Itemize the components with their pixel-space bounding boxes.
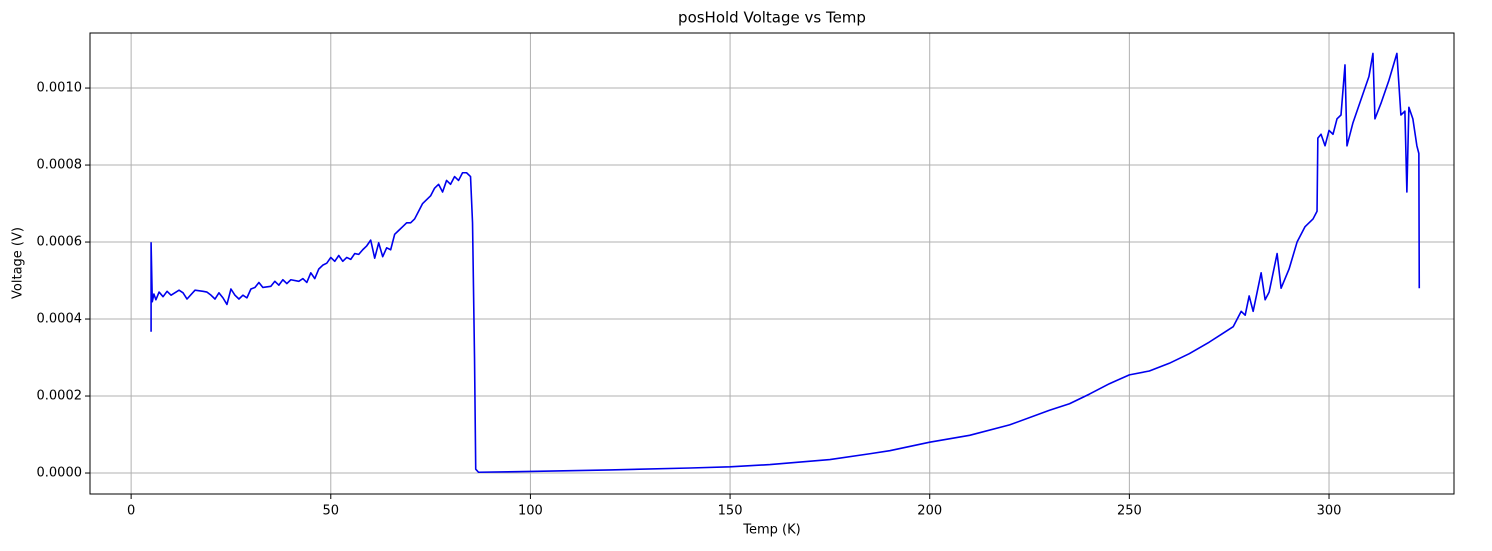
data-line (150, 52, 1421, 474)
y-tick-label: 0.0000 (37, 466, 83, 481)
x-tick-label: 300 (1317, 504, 1342, 519)
y-tick-label: 0.0006 (37, 235, 83, 250)
y-tick-label: 0.0004 (37, 312, 83, 327)
x-tick-label: 0 (127, 504, 135, 519)
y-axis-label: Voltage (V) (11, 227, 26, 299)
x-tick-label: 100 (518, 504, 543, 519)
y-tick-label: 0.0008 (37, 158, 83, 173)
x-tick-label: 50 (323, 504, 340, 519)
chart-title: posHold Voltage vs Temp (678, 9, 866, 27)
x-axis-label: Temp (K) (742, 523, 800, 538)
x-tick-label: 250 (1117, 504, 1142, 519)
plot-frame (89, 32, 1455, 495)
y-tick-label: 0.0010 (37, 81, 83, 96)
x-tick-label: 200 (917, 504, 942, 519)
y-tick-label: 0.0002 (37, 389, 83, 404)
x-tick-label: 150 (718, 504, 743, 519)
